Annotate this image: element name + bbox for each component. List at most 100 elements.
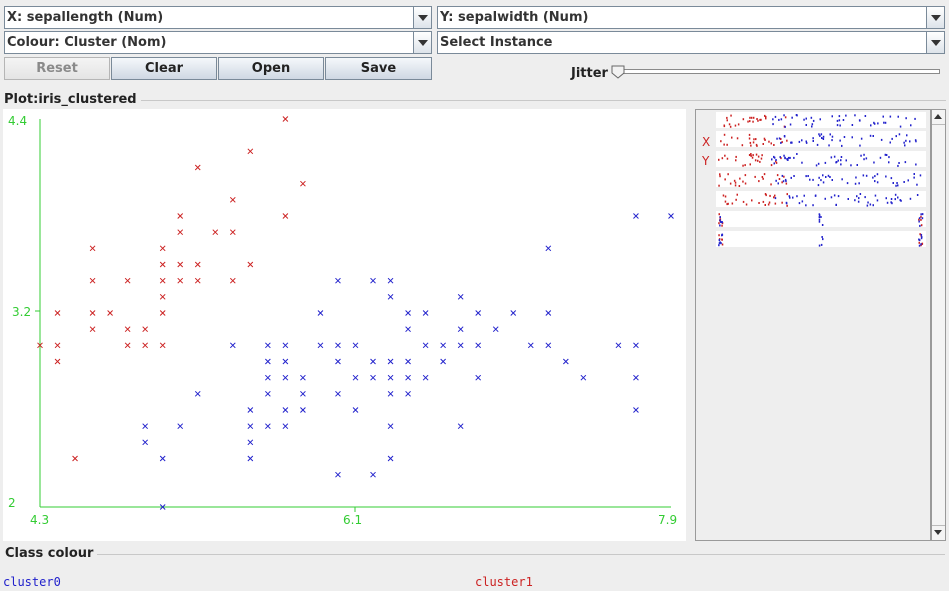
data-point-cluster0[interactable]: [247, 423, 254, 430]
data-point-cluster0[interactable]: [335, 390, 341, 397]
data-point-cluster0[interactable]: [405, 326, 411, 333]
data-point-cluster1[interactable]: [212, 229, 219, 236]
data-point-cluster1[interactable]: [54, 310, 61, 316]
data-point-cluster0[interactable]: [633, 407, 639, 413]
data-point-cluster0[interactable]: [440, 358, 446, 365]
data-point-cluster1[interactable]: [159, 342, 166, 349]
data-point-cluster0[interactable]: [142, 439, 149, 446]
scatter-plot-area[interactable]: 4.4 3.2 2 4.3 6.1 7.9: [3, 109, 686, 541]
data-point-cluster0[interactable]: [142, 423, 149, 430]
data-point-cluster0[interactable]: [633, 342, 639, 349]
data-point-cluster0[interactable]: [405, 310, 411, 316]
data-point-cluster0[interactable]: [668, 213, 674, 219]
data-point-cluster1[interactable]: [159, 261, 166, 268]
legend-item-cluster0[interactable]: cluster0: [3, 575, 61, 589]
data-point-cluster0[interactable]: [352, 407, 359, 413]
chevron-down-icon[interactable]: [413, 7, 431, 28]
data-point-cluster1[interactable]: [229, 277, 236, 284]
data-point-cluster1[interactable]: [142, 326, 149, 333]
data-point-cluster1[interactable]: [177, 277, 184, 284]
data-point-cluster0[interactable]: [335, 342, 341, 349]
data-point-cluster0[interactable]: [633, 213, 639, 219]
data-point-cluster0[interactable]: [265, 390, 271, 397]
data-point-cluster1[interactable]: [177, 213, 184, 219]
data-point-cluster1[interactable]: [37, 342, 43, 349]
data-point-cluster0[interactable]: [387, 423, 394, 430]
data-point-cluster1[interactable]: [247, 148, 254, 155]
chevron-down-icon[interactable]: [926, 32, 944, 53]
matrix-cell-2[interactable]: [716, 151, 926, 167]
data-point-cluster0[interactable]: [229, 342, 236, 349]
data-point-cluster1[interactable]: [194, 277, 201, 284]
data-point-cluster0[interactable]: [247, 455, 254, 462]
data-point-cluster0[interactable]: [335, 277, 341, 284]
y-axis-select[interactable]: Y: sepalwidth (Num): [437, 6, 945, 29]
scatter-plot-svg[interactable]: 4.4 3.2 2 4.3 6.1 7.9: [3, 109, 686, 541]
data-point-cluster0[interactable]: [247, 439, 254, 446]
data-point-cluster0[interactable]: [387, 374, 394, 381]
data-point-cluster0[interactable]: [300, 407, 306, 413]
instance-select[interactable]: Select Instance: [437, 31, 945, 54]
matrix-cell-4[interactable]: [716, 191, 926, 207]
matrix-cell-3[interactable]: [716, 171, 926, 187]
data-point-cluster1[interactable]: [194, 261, 201, 268]
data-point-cluster1[interactable]: [177, 229, 184, 236]
matrix-cell-6[interactable]: [716, 231, 926, 247]
attribute-matrix-svg[interactable]: [696, 110, 930, 540]
scroll-down-icon[interactable]: [932, 525, 945, 540]
data-point-cluster1[interactable]: [229, 229, 236, 236]
data-point-cluster0[interactable]: [387, 358, 394, 365]
data-point-cluster0[interactable]: [177, 423, 184, 430]
data-point-cluster1[interactable]: [89, 326, 96, 333]
data-point-cluster1[interactable]: [142, 342, 149, 349]
data-point-cluster0[interactable]: [159, 504, 166, 510]
matrix-cell-5[interactable]: [716, 211, 926, 227]
data-point-cluster1[interactable]: [89, 277, 96, 284]
data-point-cluster0[interactable]: [352, 374, 359, 381]
data-point-cluster0[interactable]: [405, 358, 411, 365]
matrix-scrollbar[interactable]: [931, 109, 946, 541]
data-point-cluster0[interactable]: [422, 374, 429, 381]
data-point-cluster0[interactable]: [194, 390, 201, 397]
data-point-cluster0[interactable]: [265, 358, 271, 365]
data-point-cluster0[interactable]: [335, 471, 341, 478]
chevron-down-icon[interactable]: [926, 7, 944, 28]
data-point-cluster1[interactable]: [159, 293, 166, 300]
data-point-cluster0[interactable]: [580, 374, 587, 381]
data-point-cluster0[interactable]: [440, 342, 446, 349]
data-point-cluster0[interactable]: [545, 310, 552, 316]
data-point-cluster1[interactable]: [159, 277, 166, 284]
data-point-cluster1[interactable]: [282, 213, 289, 219]
chevron-down-icon[interactable]: [413, 32, 431, 53]
data-point-cluster0[interactable]: [387, 390, 394, 397]
data-point-cluster1[interactable]: [72, 455, 78, 462]
data-point-cluster0[interactable]: [475, 342, 482, 349]
data-point-cluster1[interactable]: [124, 326, 131, 333]
data-point-cluster0[interactable]: [387, 455, 394, 462]
data-point-cluster1[interactable]: [89, 245, 96, 252]
data-point-cluster0[interactable]: [387, 277, 394, 284]
attribute-matrix-panel[interactable]: X Y: [695, 109, 931, 541]
data-point-cluster0[interactable]: [265, 342, 271, 349]
data-point-cluster0[interactable]: [405, 374, 411, 381]
jitter-slider-thumb[interactable]: [611, 65, 625, 79]
data-point-cluster0[interactable]: [282, 358, 289, 365]
data-point-cluster0[interactable]: [492, 326, 499, 333]
data-point-cluster1[interactable]: [54, 342, 61, 349]
data-point-cluster1[interactable]: [282, 116, 289, 122]
data-point-cluster0[interactable]: [457, 326, 464, 333]
data-point-cluster0[interactable]: [317, 342, 324, 349]
save-button[interactable]: Save: [325, 57, 432, 80]
data-point-cluster0[interactable]: [457, 293, 464, 300]
data-point-cluster0[interactable]: [265, 374, 271, 381]
data-point-cluster0[interactable]: [300, 390, 306, 397]
data-point-cluster0[interactable]: [422, 342, 429, 349]
data-point-cluster0[interactable]: [545, 342, 552, 349]
data-point-cluster0[interactable]: [282, 342, 289, 349]
data-point-cluster1[interactable]: [229, 196, 236, 203]
data-point-cluster0[interactable]: [370, 374, 376, 381]
open-button[interactable]: Open: [218, 57, 324, 80]
data-point-cluster0[interactable]: [475, 310, 482, 316]
data-point-cluster0[interactable]: [633, 374, 639, 381]
data-point-cluster1[interactable]: [107, 310, 113, 316]
